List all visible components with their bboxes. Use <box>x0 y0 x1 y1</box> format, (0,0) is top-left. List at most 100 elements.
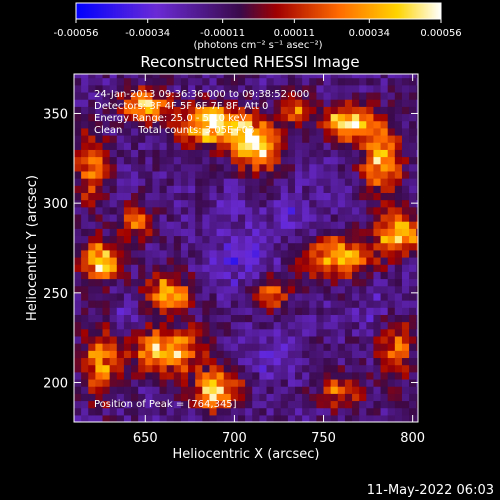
heatmap-cell <box>209 127 218 136</box>
heatmap-cell <box>330 343 339 351</box>
heatmap-cell <box>373 314 382 323</box>
heatmap-cell <box>188 142 196 150</box>
heatmap-cell <box>409 185 417 193</box>
heatmap-cell <box>138 256 146 265</box>
heatmap-cell <box>216 156 225 165</box>
heatmap-cell <box>188 120 196 129</box>
heatmap-cell <box>352 343 360 351</box>
heatmap-cell <box>166 170 175 179</box>
heatmap-cell <box>401 328 410 337</box>
heatmap-cell <box>359 113 367 122</box>
heatmap-cell <box>401 142 410 150</box>
heatmap-cell <box>81 335 89 344</box>
heatmap-cell <box>352 199 360 208</box>
heatmap-cell <box>323 407 332 416</box>
heatmap-cell <box>81 106 89 115</box>
heatmap-cell <box>309 77 317 86</box>
heatmap-cell <box>416 328 418 337</box>
heatmap-cell <box>401 343 410 351</box>
heatmap-cell <box>152 170 161 179</box>
heatmap-cell <box>287 343 296 351</box>
heatmap-cell <box>74 134 82 143</box>
heatmap-cell <box>202 350 211 359</box>
heatmap-cell <box>81 357 89 366</box>
heatmap-cell <box>237 221 246 229</box>
heatmap-cell <box>102 185 111 193</box>
heatmap-cell <box>323 314 332 323</box>
heatmap-cell <box>359 335 367 344</box>
heatmap-cell <box>359 221 367 229</box>
heatmap-cell <box>409 206 417 215</box>
heatmap-cell <box>88 350 96 359</box>
heatmap-cell <box>180 278 189 287</box>
heatmap-cell <box>330 407 339 416</box>
heatmap-cell <box>373 149 382 158</box>
heatmap-cell <box>416 235 418 244</box>
heatmap-cell <box>166 386 175 394</box>
heatmap-cell <box>359 185 367 193</box>
heatmap-cell <box>302 242 310 251</box>
heatmap-cell <box>287 213 296 222</box>
heatmap-cell <box>152 256 161 265</box>
heatmap-cell <box>316 170 325 179</box>
heatmap-cell <box>394 278 403 287</box>
heatmap-cell <box>401 192 410 201</box>
heatmap-cell <box>352 99 360 107</box>
heatmap-cell <box>180 414 189 422</box>
heatmap-cell <box>95 335 104 344</box>
heatmap-cell <box>387 74 396 79</box>
heatmap-cell <box>394 134 403 143</box>
heatmap-cell <box>102 278 111 287</box>
heatmap-cell <box>88 113 96 122</box>
heatmap-cell <box>287 292 296 301</box>
heatmap-cell <box>88 106 96 115</box>
heatmap-cell <box>145 142 154 150</box>
heatmap-cell <box>373 163 382 172</box>
chart-title: Reconstructed RHESSI Image <box>140 53 359 71</box>
heatmap-cell <box>387 400 396 409</box>
heatmap-cell <box>387 149 396 158</box>
heatmap-cell <box>152 213 161 222</box>
heatmap-cell <box>323 264 332 272</box>
heatmap-cell <box>195 242 203 251</box>
heatmap-cell <box>173 84 182 93</box>
heatmap-cell <box>81 300 89 308</box>
heatmap-cell <box>416 386 418 394</box>
heatmap-cell <box>159 206 168 215</box>
heatmap-cell <box>237 364 246 373</box>
heatmap-cell <box>337 156 346 165</box>
heatmap-cell <box>359 91 367 100</box>
heatmap-cell <box>109 228 118 237</box>
heatmap-cell <box>316 134 325 143</box>
heatmap-cell <box>266 106 275 115</box>
heatmap-cell <box>295 300 303 308</box>
heatmap-cell <box>95 228 104 237</box>
heatmap-cell <box>202 127 211 136</box>
heatmap-cell <box>394 350 403 359</box>
heatmap-cell <box>109 134 118 143</box>
heatmap-cell <box>344 192 353 201</box>
heatmap-cell <box>287 74 296 79</box>
heatmap-cell <box>152 328 161 337</box>
heatmap-cell <box>237 74 246 79</box>
heatmap-cell <box>344 235 353 244</box>
heatmap-cell <box>252 256 260 265</box>
heatmap-cell <box>230 235 239 244</box>
heatmap-cell <box>152 221 161 229</box>
heatmap-cell <box>245 357 253 366</box>
heatmap-cell <box>302 185 310 193</box>
heatmap-cell <box>180 113 189 122</box>
heatmap-cell <box>159 407 168 416</box>
heatmap-cell <box>344 249 353 258</box>
heatmap-cell <box>280 285 289 294</box>
heatmap-cell <box>323 271 332 280</box>
heatmap-cell <box>123 400 132 409</box>
heatmap-cell <box>109 91 118 100</box>
heatmap-cell <box>359 74 367 79</box>
heatmap-cell <box>337 74 346 79</box>
heatmap-cell <box>237 285 246 294</box>
heatmap-cell <box>259 400 268 409</box>
heatmap-cell <box>344 414 353 422</box>
heatmap-cell <box>202 213 211 222</box>
heatmap-cell <box>102 371 111 380</box>
